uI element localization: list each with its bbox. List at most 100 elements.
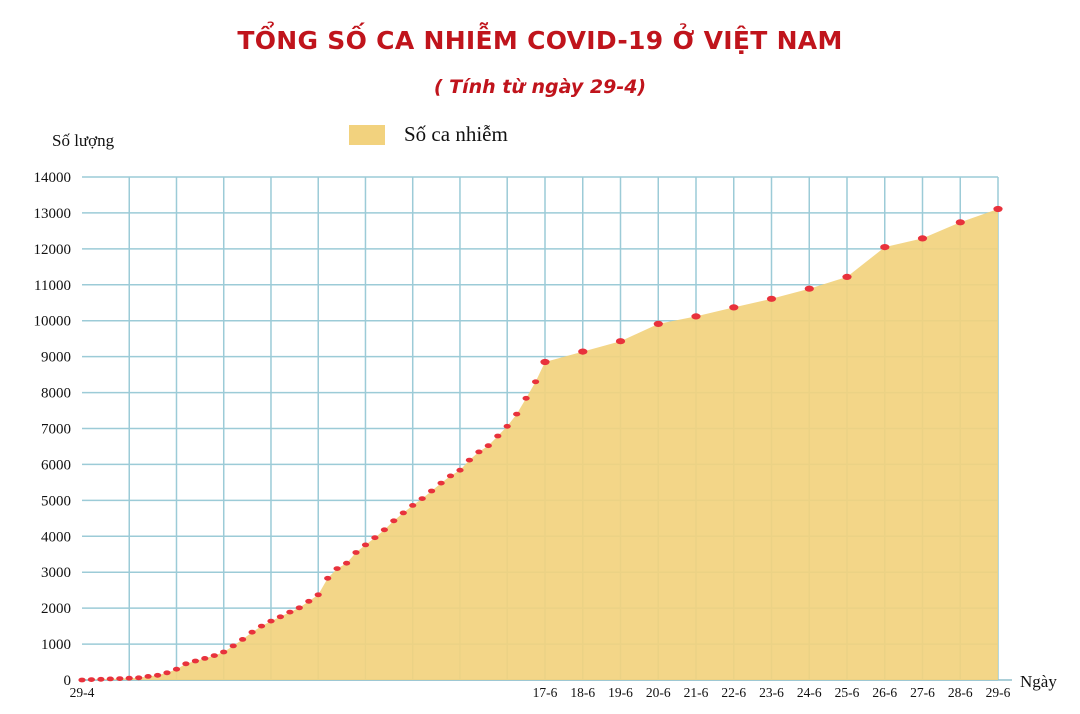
- data-markers: [78, 205, 1003, 683]
- data-point-26-6: [880, 244, 890, 251]
- data-point-18-5: [257, 623, 266, 629]
- data-point-6-6: [437, 480, 445, 486]
- x-axis-label: Ngày: [1020, 672, 1057, 691]
- data-point-30-5: [371, 535, 379, 541]
- data-point-30-4: [87, 677, 95, 682]
- data-point-13-5: [210, 653, 218, 658]
- data-point-21-6: [691, 313, 701, 320]
- x-tick-label: 18-6: [570, 685, 595, 700]
- x-tick-label: 19-6: [608, 685, 633, 700]
- data-point-3-6: [409, 503, 417, 508]
- data-point-10-6: [475, 449, 483, 455]
- x-tick-label: 20-6: [646, 685, 671, 700]
- data-point-4-6: [418, 496, 426, 501]
- y-axis-ticks: 0 1000 2000 3000 4000 5000 6000 7000 8000 9000 100…: [34, 170, 72, 689]
- area-series-fill: [82, 209, 998, 680]
- data-point-17-5: [248, 629, 256, 635]
- y-tick-label: 10000: [34, 314, 72, 330]
- data-point-22-5: [295, 605, 303, 611]
- data-point-8-6: [456, 467, 464, 473]
- data-point-29-6: [993, 205, 1003, 213]
- chart-title: TỔNG SỐ CA NHIỄM COVID-19 Ở VIỆT NAM: [237, 26, 843, 55]
- data-point-8-5: [163, 670, 171, 676]
- data-point-26-5: [333, 566, 341, 571]
- data-point-23-6: [766, 295, 777, 302]
- data-point-7-6: [446, 473, 455, 479]
- data-point-20-5: [276, 614, 284, 620]
- x-tick-label: 22-6: [721, 685, 746, 700]
- data-point-1-6: [390, 518, 398, 524]
- data-point-18-6: [578, 348, 588, 355]
- y-tick-label: 13000: [34, 206, 72, 222]
- x-tick-label: 29-6: [986, 685, 1011, 700]
- data-point-12-6: [494, 433, 502, 439]
- y-tick-label: 14000: [34, 170, 72, 186]
- data-point-3-5: [116, 676, 124, 681]
- data-point-12-5: [201, 656, 209, 661]
- data-point-16-6: [532, 379, 540, 385]
- data-point-14-6: [513, 411, 521, 417]
- data-point-15-5: [229, 643, 237, 649]
- x-tick-label: 21-6: [684, 685, 709, 700]
- chart-subtitle: ( Tính từ ngày 29-4): [433, 76, 647, 98]
- data-point-25-5: [324, 575, 332, 581]
- data-point-15-6: [522, 395, 530, 401]
- data-point-25-6: [842, 273, 852, 280]
- data-point-13-6: [503, 423, 511, 429]
- data-point-2-5: [106, 676, 114, 682]
- data-point-5-6: [428, 488, 436, 494]
- data-point-11-6: [484, 443, 492, 449]
- y-tick-label: 0: [64, 673, 72, 689]
- data-point-29-5: [361, 542, 370, 548]
- data-point-7-5: [154, 672, 162, 678]
- y-tick-label: 5000: [41, 493, 71, 509]
- data-point-22-6: [729, 304, 739, 311]
- data-point-10-5: [182, 661, 190, 667]
- legend-label: Số ca nhiễm: [404, 122, 508, 146]
- data-point-31-5: [380, 527, 388, 533]
- y-axis-label: Số lượng: [52, 131, 115, 150]
- y-tick-label: 8000: [41, 386, 71, 402]
- x-tick-label: 27-6: [910, 685, 935, 700]
- data-point-16-5: [239, 637, 247, 642]
- data-point-19-6: [615, 338, 626, 345]
- data-point-4-5: [125, 675, 133, 681]
- legend-swatch: [349, 125, 385, 145]
- data-point-17-6: [540, 358, 550, 366]
- data-point-9-5: [172, 666, 181, 672]
- data-point-27-5: [343, 560, 351, 566]
- data-point-2-6: [399, 510, 407, 516]
- data-point-24-6: [804, 285, 814, 292]
- data-point-1-5: [97, 676, 105, 682]
- y-tick-label: 11000: [34, 278, 71, 294]
- data-point-21-5: [286, 609, 294, 615]
- x-tick-label: 26-6: [872, 685, 897, 700]
- y-tick-label: 9000: [41, 350, 71, 366]
- data-point-28-6: [955, 219, 965, 226]
- x-axis-ticks: 29-4 17-6 18-6 19-6 20-6 21-6 22-6 23-6 24-6 25-6…: [70, 685, 1011, 700]
- data-point-11-5: [191, 658, 199, 664]
- data-point-24-5: [314, 592, 322, 598]
- y-tick-label: 3000: [41, 565, 71, 581]
- data-point-27-6: [917, 235, 928, 242]
- x-tick-label: 17-6: [533, 685, 558, 700]
- x-tick-label: 24-6: [797, 685, 822, 700]
- data-point-6-5: [144, 674, 152, 679]
- x-tick-label: 23-6: [759, 685, 784, 700]
- data-point-23-5: [305, 598, 313, 604]
- y-tick-label: 4000: [41, 529, 71, 545]
- data-point-19-5: [267, 618, 275, 624]
- data-point-14-5: [220, 649, 228, 655]
- y-tick-label: 2000: [41, 601, 71, 617]
- y-tick-label: 1000: [41, 637, 71, 653]
- y-tick-label: 7000: [41, 422, 71, 438]
- data-point-5-5: [135, 675, 143, 681]
- y-tick-label: 6000: [41, 457, 71, 473]
- data-point-9-6: [465, 457, 473, 463]
- data-point-29-4: [78, 677, 86, 683]
- data-point-28-5: [352, 550, 360, 555]
- x-tick-label: 29-4: [70, 685, 95, 700]
- data-point-20-6: [653, 320, 663, 327]
- x-tick-label: 25-6: [835, 685, 860, 700]
